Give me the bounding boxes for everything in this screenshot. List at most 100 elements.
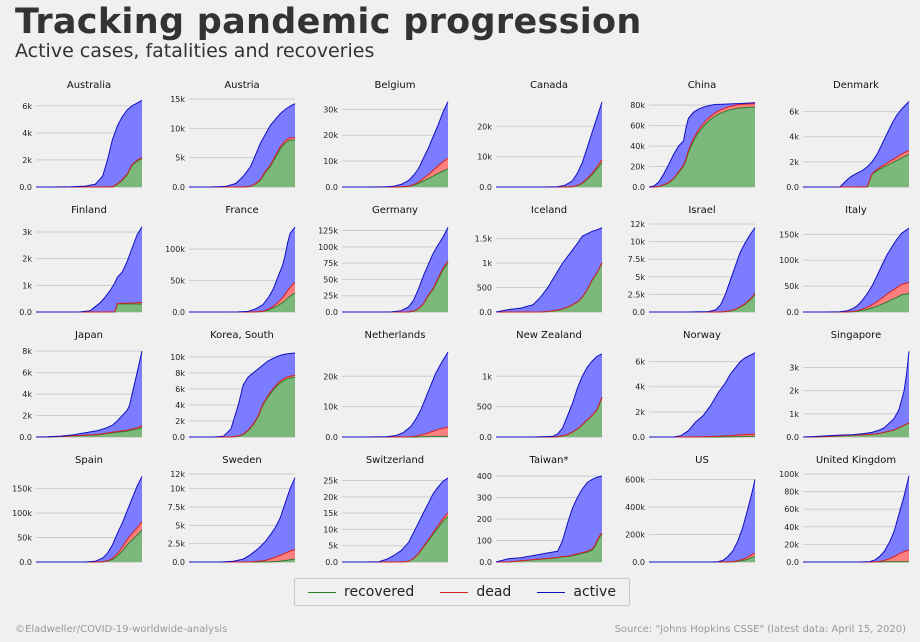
y-tick-label: 0.0: [172, 558, 185, 567]
panel-title: Australia: [67, 80, 111, 91]
y-tick-label: 150k: [779, 230, 799, 239]
panel-title: Finland: [71, 205, 107, 216]
active-line: [189, 352, 296, 438]
y-tick-label: 0.0: [325, 558, 338, 567]
y-tick-label: 5k: [635, 273, 645, 282]
y-tick-label: 4k: [22, 129, 32, 138]
panel-title: Singapore: [831, 330, 881, 341]
y-tick-label: 2k: [22, 412, 32, 421]
y-tick-label: 500: [477, 284, 492, 293]
y-tick-label: 2k: [789, 387, 799, 396]
dead-area: [649, 434, 755, 437]
footer-source: Source: "Johns Hopkins CSSE" (latest dat…: [614, 624, 906, 635]
y-tick-label: 12k: [630, 220, 645, 229]
legend-item-dead: dead: [440, 584, 511, 600]
active-area: [189, 353, 295, 437]
active-line: [36, 226, 143, 313]
y-tick-label: 80k: [784, 488, 799, 497]
panel-switzerland: 0.0 5k 10k 15k 20k 25k Switzerland: [323, 455, 449, 567]
dead-line: [36, 301, 143, 313]
legend-item-recovered: recovered: [308, 584, 414, 600]
y-tick-label: 80k: [630, 101, 645, 110]
legend-label-dead: dead: [476, 584, 512, 600]
recovered-area: [803, 293, 909, 312]
active-line: [496, 101, 603, 188]
active-area: [803, 228, 909, 312]
y-tick-label: 60k: [784, 505, 799, 514]
recovered-area: [496, 162, 602, 187]
recovered-area: [189, 293, 295, 312]
footer-credit: ©Eladweller/COVID-19-worldwide-analysis: [15, 624, 228, 635]
panel-title: New Zealand: [516, 330, 582, 341]
legend-swatch-dead: [440, 591, 469, 593]
y-tick-label: 0.0: [325, 308, 338, 317]
y-tick-label: 20k: [323, 493, 338, 502]
dead-line: [649, 103, 756, 188]
y-tick-label: 6k: [22, 369, 32, 378]
y-tick-label: 20k: [630, 163, 645, 172]
y-tick-label: 15k: [170, 95, 185, 104]
y-tick-label: 3k: [22, 228, 32, 237]
y-tick-label: 0.0: [786, 433, 799, 442]
panel-title: Japan: [74, 330, 103, 341]
active-line: [649, 352, 756, 438]
small-multiples-chart: 0.0 2k 4k 6k Australia 0.0 5k 10k 15k Austria 0.0 1…: [12, 80, 910, 567]
y-tick-label: 2k: [22, 156, 32, 165]
y-tick-label: 4k: [22, 390, 32, 399]
y-tick-label: 10k: [170, 124, 185, 133]
panel-title: China: [688, 80, 717, 91]
panel-korea-south: 0.0 2k 4k 6k 8k 10k Korea, South: [170, 330, 296, 442]
dead-line: [803, 149, 910, 188]
active-area: [342, 477, 448, 562]
recovered-area: [649, 556, 755, 562]
panel-japan: 0.0 2k 4k 6k 8k Japan: [19, 330, 143, 442]
y-tick-label: 0.0: [19, 433, 32, 442]
recovered-area: [189, 377, 295, 437]
recovered-area: [649, 294, 755, 312]
active-area: [803, 475, 909, 562]
dead-area: [803, 282, 909, 312]
panel-france: 0.0 50k 100k France: [165, 205, 296, 317]
active-area: [342, 227, 448, 312]
y-tick-label: 0.0: [172, 433, 185, 442]
y-tick-label: 8k: [22, 347, 32, 356]
y-tick-label: 0.0: [19, 308, 32, 317]
panel-denmark: 0.0 2k 4k 6k Denmark: [786, 80, 910, 192]
y-tick-label: 50k: [17, 534, 32, 543]
y-tick-label: 0.0: [786, 308, 799, 317]
y-tick-label: 100k: [779, 256, 799, 265]
y-tick-label: 20k: [323, 372, 338, 381]
panel-sweden: 0.0 2.5k 5k 7.5k 10k 12k Sweden: [168, 455, 296, 567]
panel-finland: 0.0 1k 2k 3k Finland: [19, 205, 143, 317]
y-tick-label: 4k: [635, 383, 645, 392]
y-tick-label: 125k: [318, 227, 338, 236]
panel-netherlands: 0.0 10k 20k Netherlands: [323, 330, 449, 442]
y-tick-label: 20k: [784, 540, 799, 549]
y-tick-label: 0.0: [632, 558, 645, 567]
active-line: [342, 477, 449, 563]
y-tick-label: 5k: [175, 154, 185, 163]
y-tick-label: 6k: [635, 358, 645, 367]
dead-line: [496, 396, 603, 438]
y-tick-label: 5k: [328, 542, 338, 551]
active-line: [495, 475, 603, 563]
active-line: [342, 101, 449, 188]
active-line: [35, 350, 143, 438]
panel-belgium: 0.0 10k 20k 30k Belgium: [323, 80, 449, 192]
active-area: [36, 100, 142, 187]
recovered-area: [649, 107, 755, 187]
y-tick-label: 8k: [175, 369, 185, 378]
y-tick-label: 1k: [22, 281, 32, 290]
y-tick-label: 100k: [165, 245, 185, 254]
panel-spain: 0.0 50k 100k 150k Spain: [12, 455, 143, 567]
y-tick-label: 40k: [630, 142, 645, 151]
y-tick-label: 6k: [175, 385, 185, 394]
dead-line: [189, 137, 296, 188]
legend-label-active: active: [573, 584, 616, 600]
y-tick-label: 75k: [323, 259, 338, 268]
y-tick-label: 12k: [170, 470, 185, 479]
legend-swatch-active: [537, 591, 566, 593]
y-tick-label: 1k: [482, 372, 492, 381]
y-tick-label: 15k: [323, 509, 338, 518]
active-area: [189, 477, 295, 562]
